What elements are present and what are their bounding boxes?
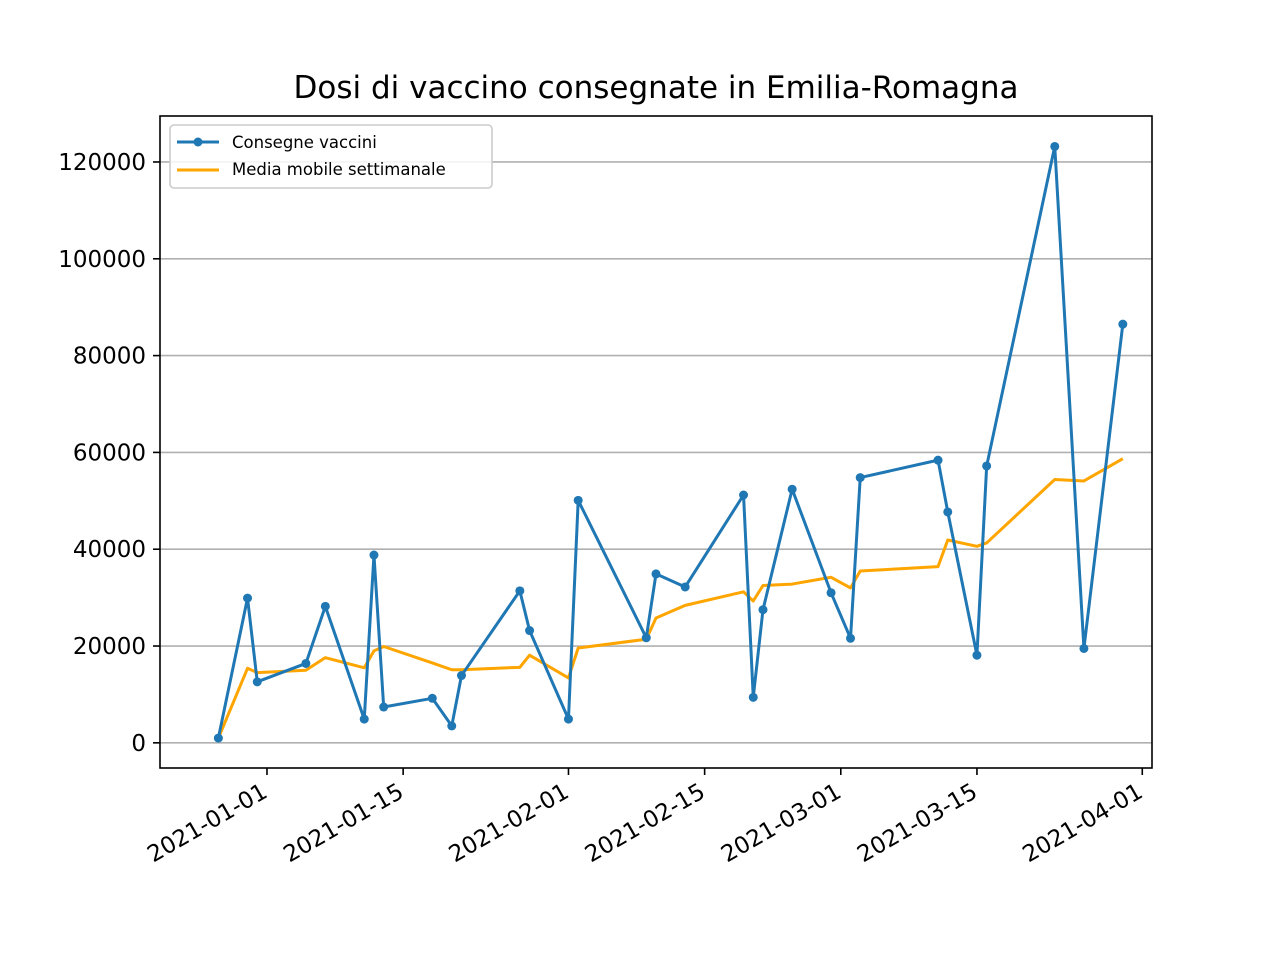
- data-point: [243, 593, 253, 603]
- data-point: [758, 605, 768, 615]
- data-point: [846, 633, 856, 643]
- y-tick-label: 60000: [73, 440, 146, 466]
- data-point: [1118, 319, 1128, 329]
- y-tick-label: 100000: [58, 247, 146, 273]
- y-axis: 0 20000 40000 60000 80000 100000 120000: [58, 150, 160, 757]
- data-point: [563, 714, 573, 724]
- data-point: [787, 484, 797, 494]
- legend-marker-consegne: [193, 137, 203, 147]
- data-point: [447, 721, 457, 731]
- data-point: [301, 658, 311, 668]
- data-point: [427, 693, 437, 703]
- data-point: [972, 650, 982, 660]
- y-tick-label: 0: [131, 731, 146, 757]
- data-point: [369, 550, 379, 560]
- y-tick-label: 80000: [73, 344, 146, 370]
- data-point: [359, 714, 369, 724]
- data-point: [680, 582, 690, 592]
- data-point: [456, 671, 466, 681]
- y-tick-label: 40000: [73, 537, 146, 563]
- data-point: [1079, 643, 1089, 653]
- legend-box: [169, 124, 493, 189]
- y-tick-label: 20000: [73, 634, 146, 660]
- data-point: [982, 461, 992, 471]
- data-point: [320, 601, 330, 611]
- data-point: [641, 633, 651, 643]
- data-point: [1050, 141, 1060, 151]
- series-line-consegne: [216, 144, 1125, 739]
- data-point: [525, 626, 535, 636]
- data-point: [573, 495, 583, 505]
- y-tick-label: 120000: [58, 150, 146, 176]
- legend: Consegne vaccini Media mobile settimanal…: [169, 124, 493, 189]
- chart-title: Dosi di vaccino consegnate in Emilia-Rom…: [294, 70, 1019, 106]
- series-line-media-mobile: [216, 457, 1124, 739]
- data-point: [739, 490, 749, 500]
- data-point: [379, 702, 389, 712]
- plot-series: [213, 141, 1128, 743]
- data-point: [933, 455, 943, 465]
- data-point: [252, 677, 262, 687]
- data-point: [943, 507, 953, 517]
- grid-lines: [160, 161, 1152, 744]
- legend-label-media-mobile: Media mobile settimanale: [232, 160, 446, 179]
- data-point: [515, 586, 525, 596]
- legend-label-consegne: Consegne vaccini: [232, 133, 377, 152]
- plot-area-frame: [159, 115, 1153, 769]
- data-point: [213, 733, 223, 743]
- data-point: [855, 473, 865, 483]
- data-point: [651, 569, 661, 579]
- data-point: [748, 692, 758, 702]
- data-point: [826, 588, 836, 598]
